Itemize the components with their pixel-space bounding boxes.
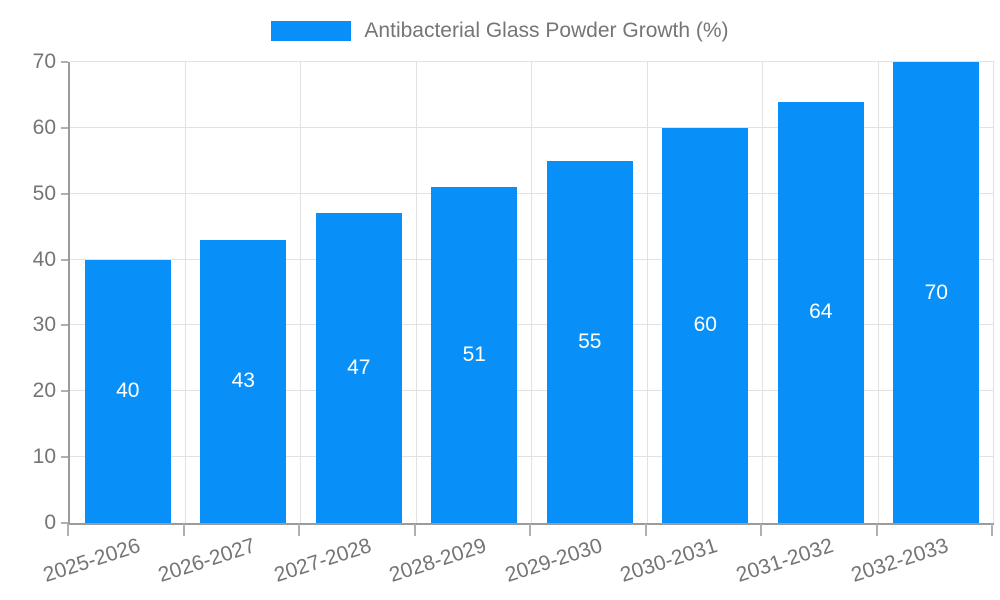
y-tick-label: 30	[32, 313, 56, 337]
y-tick-label: 20	[32, 379, 56, 403]
legend[interactable]: Antibacterial Glass Powder Growth (%)	[0, 18, 1000, 44]
gridline-vertical	[646, 62, 648, 523]
y-tick-mark	[61, 192, 68, 195]
bar-2029-2030[interactable]	[546, 160, 633, 523]
y-tick-mark	[61, 522, 68, 524]
x-tick-mark	[413, 524, 416, 536]
gridline-vertical	[415, 62, 417, 523]
legend-label: Antibacterial Glass Powder Growth (%)	[364, 19, 729, 42]
y-tick-mark	[61, 390, 68, 393]
x-tick-mark	[529, 524, 531, 536]
gridline-horizontal	[70, 324, 994, 326]
gridline-vertical	[531, 62, 532, 523]
bar-2026-2027[interactable]	[200, 239, 287, 523]
x-tick-mark	[760, 524, 762, 536]
bar-2025-2026[interactable]	[84, 259, 171, 523]
gridline-horizontal	[70, 126, 994, 128]
x-tick-mark	[875, 524, 878, 536]
y-tick-label: 0	[44, 511, 56, 534]
bar-2031-2032[interactable]	[777, 101, 864, 523]
bar-2032-2033[interactable]	[893, 62, 980, 523]
x-tick-label: 2030-2031	[617, 534, 721, 587]
gridline-horizontal	[70, 192, 994, 194]
gridline-vertical	[762, 62, 763, 523]
plot-area: 40 43 47 51 55 60 64 70	[68, 61, 994, 525]
y-tick-mark	[61, 126, 68, 129]
x-tick-label: 2026-2027	[155, 534, 259, 587]
y-tick-label: 10	[32, 445, 56, 469]
bar-2028-2029[interactable]	[431, 187, 518, 523]
x-tick-mark	[182, 524, 185, 536]
x-tick-mark	[991, 524, 993, 536]
y-tick-mark	[61, 456, 68, 459]
y-tick-mark	[61, 61, 68, 63]
x-tick-label: 2029-2030	[502, 534, 605, 587]
gridline-horizontal	[70, 258, 994, 260]
y-tick-mark	[61, 324, 68, 327]
legend-swatch	[271, 21, 352, 41]
x-tick-label: 2025-2026	[40, 534, 143, 587]
y-tick-label: 40	[32, 247, 56, 271]
y-tick-label: 60	[32, 115, 56, 139]
x-tick-label: 2027-2028	[271, 534, 374, 587]
bar-2030-2031[interactable]	[662, 127, 749, 523]
x-tick-mark	[644, 524, 647, 536]
x-tick-label: 2028-2029	[386, 534, 490, 587]
gridline-horizontal	[70, 61, 994, 62]
gridline-horizontal	[70, 390, 994, 392]
x-tick-label: 2031-2032	[733, 534, 836, 587]
gridline-vertical	[184, 62, 186, 523]
gridline-vertical	[877, 62, 879, 523]
gridline-vertical	[300, 62, 301, 523]
x-tick-label: 2032-2033	[848, 534, 952, 587]
gridline-vertical	[993, 62, 994, 523]
bar-2027-2028[interactable]	[315, 213, 402, 523]
y-tick-mark	[61, 258, 68, 261]
gridline-horizontal	[70, 456, 994, 458]
x-tick-mark	[67, 524, 69, 536]
y-tick-label: 70	[32, 50, 56, 73]
x-tick-mark	[298, 524, 300, 536]
y-tick-label: 50	[32, 181, 56, 205]
